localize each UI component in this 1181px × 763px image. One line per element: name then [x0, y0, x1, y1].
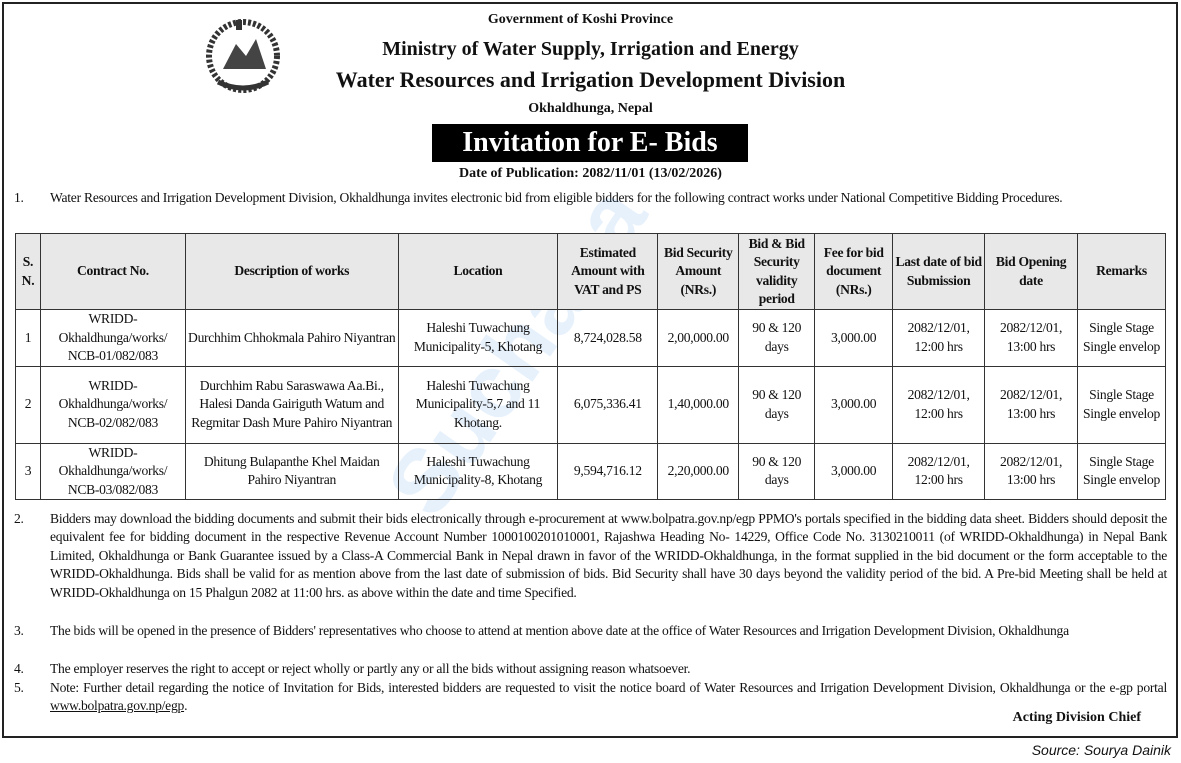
cell-validity: 90 & 120 days [738, 442, 816, 500]
paragraph-1: 1. Water Resources and Irrigation Develo… [14, 189, 1167, 207]
header-opening-date: Bid Opening date [984, 233, 1078, 310]
note-text-end: . [184, 698, 188, 714]
table-row: 1 WRIDD-Okhaldhunga/works/ NCB-01/082/083… [15, 309, 1166, 367]
note-number: 3. [14, 623, 24, 638]
cell-opening-date: 2082/12/01, 13:00 hrs [984, 442, 1078, 500]
cell-location: Haleshi Tuwachung Municipality-8, Khotan… [397, 442, 559, 500]
paragraph-number: 1. [14, 190, 24, 205]
cell-fee: 3,000.00 [814, 309, 894, 367]
note-number: 4. [14, 661, 24, 676]
source-credit: Source: Sourya Dainik [1031, 742, 1171, 758]
header-location: Location [397, 233, 559, 310]
cell-remarks: Single Stage Single envelop [1077, 442, 1166, 500]
cell-sn: 3 [15, 442, 41, 500]
division-heading: Water Resources and Irrigation Developme… [335, 67, 846, 92]
header-estimated-amount: Estimated Amount with VAT and PS [557, 233, 659, 310]
note-5: 5. Note: Further detail regarding the no… [14, 679, 1167, 716]
location-heading: Okhaldhunga, Nepal [528, 101, 653, 116]
cell-validity: 90 & 120 days [738, 365, 816, 444]
cell-fee: 3,000.00 [814, 365, 894, 444]
cell-opening-date: 2082/12/01, 13:00 hrs [984, 309, 1078, 367]
note-4: 4. The employer reserves the right to ac… [14, 660, 1167, 678]
cell-bid-security: 1,40,000.00 [657, 365, 740, 444]
government-emblem-icon [206, 19, 280, 93]
cell-contract-no: WRIDD-Okhaldhunga/works/ NCB-02/082/083 [39, 365, 186, 444]
note-number: 5. [14, 680, 24, 695]
table-header-row: S. N. Contract No. Description of works … [15, 233, 1166, 310]
cell-description: Dhitung Bulapanthe Khel Maidan Pahiro Ni… [184, 442, 399, 500]
cell-bid-security: 2,00,000.00 [657, 309, 740, 367]
header-contract-no: Contract No. [39, 233, 186, 310]
note-2: 2. Bidders may download the bidding docu… [14, 510, 1167, 602]
cell-sn: 2 [15, 365, 41, 444]
cell-fee: 3,000.00 [814, 442, 894, 500]
notice-title: Invitation for E- Bids [432, 124, 748, 162]
government-heading: Government of Koshi Province [487, 12, 674, 27]
cell-opening-date: 2082/12/01, 13:00 hrs [984, 365, 1078, 444]
header-validity: Bid & Bid Security validity period [738, 233, 816, 310]
cell-estimated-amount: 6,075,336.41 [557, 365, 659, 444]
note-text: The bids will be opened in the presence … [50, 623, 1069, 638]
ministry-heading: Ministry of Water Supply, Irrigation and… [382, 38, 799, 60]
cell-bid-security: 2,20,000.00 [657, 442, 740, 500]
notice-frame [2, 2, 1178, 738]
cell-contract-no: WRIDD-Okhaldhunga/works/ NCB-03/082/083 [39, 442, 186, 500]
header-description: Description of works [184, 233, 399, 310]
cell-contract-no: WRIDD-Okhaldhunga/works/ NCB-01/082/083 [39, 309, 186, 367]
cell-last-date: 2082/12/01, 12:00 hrs [892, 365, 986, 444]
cell-sn: 1 [15, 309, 41, 367]
publication-date: Date of Publication: 2082/11/01 (13/02/2… [459, 166, 722, 181]
table-row: 3 WRIDD-Okhaldhunga/works/ NCB-03/082/083… [15, 442, 1166, 500]
cell-remarks: Single Stage Single envelop [1077, 309, 1166, 367]
note-3: 3. The bids will be opened in the presen… [14, 622, 1167, 640]
header-last-date: Last date of bid Submission [892, 233, 986, 310]
paragraph-text: Water Resources and Irrigation Developme… [50, 190, 1063, 205]
cell-description: Durchhim Chhokmala Pahiro Niyantran [184, 309, 399, 367]
cell-estimated-amount: 8,724,028.58 [557, 309, 659, 367]
header-remarks: Remarks [1077, 233, 1166, 310]
header-sn: S. N. [15, 233, 41, 310]
cell-last-date: 2082/12/01, 12:00 hrs [892, 442, 986, 500]
bolpatra-link[interactable]: www.bolpatra.gov.np/egp [50, 698, 185, 714]
cell-remarks: Single Stage Single envelop [1077, 365, 1166, 444]
cell-description: Durchhim Rabu Saraswawa Aa.Bi., Halesi D… [184, 365, 399, 444]
note-text: Note: Further detail regarding the notic… [50, 679, 1167, 716]
cell-last-date: 2082/12/01, 12:00 hrs [892, 309, 986, 367]
header-fee: Fee for bid document (NRs.) [814, 233, 894, 310]
note-number: 2. [14, 511, 24, 526]
header-bid-security: Bid Security Amount (NRs.) [657, 233, 740, 310]
cell-location: Haleshi Tuwachung Municipality-5, Khotan… [397, 309, 559, 367]
cell-location: Haleshi Tuwachung Municipality-5,7 and 1… [397, 365, 559, 444]
note-text-body: Note: Further detail regarding the notic… [50, 680, 1167, 695]
note-text: The employer reserves the right to accep… [50, 661, 691, 676]
bids-table: S. N. Contract No. Description of works … [15, 233, 1166, 500]
table-row: 2 WRIDD-Okhaldhunga/works/ NCB-02/082/083… [15, 365, 1166, 444]
note-text: Bidders may download the bidding documen… [50, 511, 1167, 600]
cell-validity: 90 & 120 days [738, 309, 816, 367]
cell-estimated-amount: 9,594,716.12 [557, 442, 659, 500]
signature: Acting Division Chief [1012, 710, 1141, 725]
